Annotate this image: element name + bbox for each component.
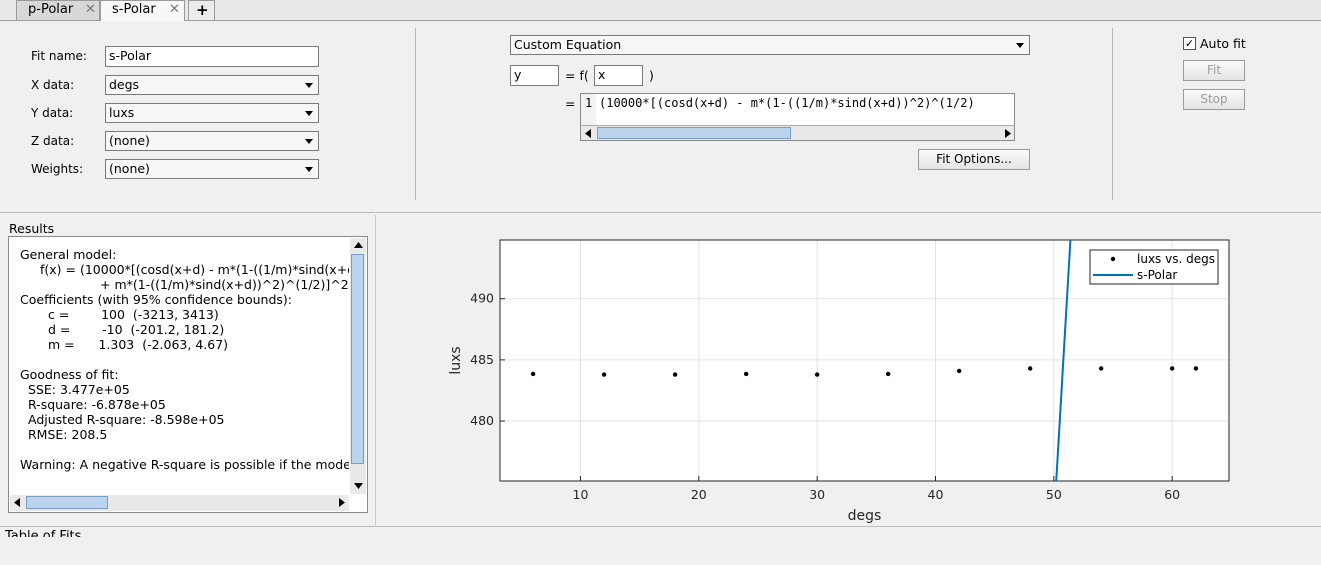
fit-line — [1055, 240, 1072, 481]
x-tick-label: 30 — [809, 487, 825, 502]
legend-label: s-Polar — [1137, 268, 1177, 282]
scroll-right-arrow[interactable] — [1004, 129, 1012, 138]
vertical-scrollbar[interactable] — [350, 238, 366, 494]
curve-fitting-app: p-Polar ✕ s-Polar ✕ + Fit name: s-Polar X … — [0, 0, 1321, 537]
form-label: Y data: — [31, 106, 74, 120]
x-tick-label: 50 — [1046, 487, 1062, 502]
weights-select[interactable]: (none) — [105, 159, 319, 179]
data-point — [672, 372, 678, 377]
coefficient-line: d = -10 (-201.2, 181.2) — [48, 322, 225, 337]
auto-fit-checkbox[interactable]: ✓ — [1183, 37, 1196, 50]
data-point — [814, 372, 820, 377]
plot-panel: 10 20 30 40 50 60 480 485 490 degs luxs luxs vs. de… — [448, 239, 1230, 524]
y-tick-label: 480 — [470, 413, 494, 428]
x-tick-label: 10 — [573, 487, 589, 502]
fit-name-input[interactable]: s-Polar — [105, 46, 319, 67]
data-point — [1169, 366, 1175, 371]
coefficient-line: c = 100 (-3213, 3413) — [48, 307, 219, 322]
close-icon[interactable]: ✕ — [169, 2, 180, 17]
data-point — [601, 372, 607, 377]
axes-box — [499, 239, 1230, 482]
divider — [1112, 28, 1113, 200]
results-line: + m*(1-((1/m)*sind(x+d))^2)^(1/2)]^2 — [100, 277, 349, 292]
x-tick-label: 20 — [691, 487, 707, 502]
checkbox-label: Auto fit — [1200, 36, 1246, 51]
goodness-line: RMSE: 208.5 — [28, 427, 108, 442]
tab-bar — [0, 0, 1321, 21]
results-line: f(x) = (10000*[(cosd(x+d) - m*(1-((1/m)*… — [40, 262, 349, 277]
results-heading: Coefficients (with 95% confidence bounds… — [20, 292, 292, 307]
form-label: Z data: — [31, 134, 75, 148]
function-prefix: = f( — [565, 68, 589, 83]
data-point — [1098, 366, 1104, 371]
fit-options-button[interactable]: Fit Options... — [918, 149, 1030, 170]
scroll-thumb[interactable] — [26, 496, 108, 509]
data-point — [530, 371, 536, 377]
scroll-down-arrow[interactable] — [354, 483, 363, 490]
table-of-fits-panel: Table of Fits — [0, 526, 1321, 537]
fit-settings-panel — [0, 21, 1321, 213]
x-tick-label: 60 — [1164, 487, 1180, 502]
z-data-select[interactable]: (none) — [105, 131, 319, 151]
results-box: General model: f(x) = (10000*[(cosd(x+d)… — [8, 236, 368, 513]
equation-text: (10000*[(cosd(x+d) - m*(1-((1/m)*sind(x+… — [599, 96, 975, 110]
tab-label: s-Polar — [112, 2, 156, 17]
scroll-left-arrow[interactable] — [14, 498, 21, 507]
form-label: X data: — [31, 78, 75, 92]
coefficient-line: m = 1.303 (-2.063, 4.67) — [48, 337, 229, 352]
legend-swatch — [1110, 256, 1116, 262]
scroll-up-arrow[interactable] — [354, 242, 363, 249]
results-heading: General model: — [20, 247, 117, 262]
stop-button[interactable]: Stop — [1183, 89, 1245, 110]
data-point — [1027, 366, 1033, 371]
horizontal-scrollbar[interactable] — [10, 495, 349, 511]
divider — [415, 28, 416, 200]
y-tick-label: 485 — [470, 352, 494, 367]
y-data-select[interactable]: luxs — [105, 103, 319, 123]
tab-label: p-Polar — [28, 2, 74, 17]
line-number: 1 — [581, 94, 596, 125]
x-tick-label: 40 — [928, 487, 944, 502]
scroll-thumb[interactable] — [351, 254, 364, 464]
legend-label: luxs vs. degs — [1137, 252, 1215, 266]
scroll-thumb[interactable] — [597, 127, 791, 139]
scroll-right-arrow[interactable] — [338, 498, 345, 507]
input-variable-input[interactable]: x — [594, 65, 643, 86]
goodness-line: R-square: -6.878e+05 — [28, 397, 166, 412]
function-suffix: ) — [649, 68, 654, 83]
form-label: Weights: — [31, 162, 84, 176]
results-panel — [0, 215, 376, 525]
equation-editor[interactable]: 1 (10000*[(cosd(x+d) - m*(1-((1/m)*sind(… — [580, 93, 1015, 141]
goodness-line: SSE: 3.477e+05 — [28, 382, 130, 397]
data-point — [885, 371, 891, 377]
panel-title: Table of Fits — [5, 529, 82, 537]
legend-box — [1089, 249, 1219, 285]
y-axis-label: luxs — [448, 346, 464, 374]
close-icon[interactable]: ✕ — [85, 2, 96, 17]
scroll-left-arrow[interactable] — [584, 129, 592, 138]
equals-sign: = — [565, 96, 576, 111]
warning-line: Warning: A negative R-square is possible… — [20, 457, 349, 472]
data-point — [956, 368, 962, 374]
output-variable-input[interactable]: y — [510, 65, 559, 86]
form-label: Fit name: — [31, 49, 87, 63]
results-text: General model: f(x) = (10000*[(cosd(x+d)… — [9, 237, 349, 495]
plot-area — [530, 240, 1199, 481]
scrollbar[interactable] — [581, 125, 1014, 140]
y-tick-label: 490 — [470, 291, 494, 306]
fit-button[interactable]: Fit — [1183, 60, 1245, 81]
panel-title: Results — [9, 221, 55, 236]
new-tab-button[interactable]: + — [188, 0, 215, 20]
data-point — [743, 371, 749, 377]
data-point — [1193, 366, 1199, 371]
goodness-line: Adjusted R-square: -8.598e+05 — [28, 412, 225, 427]
fit-type-select[interactable]: Custom Equation — [510, 35, 1030, 55]
x-data-select[interactable]: degs — [105, 75, 319, 95]
results-heading: Goodness of fit: — [20, 367, 119, 382]
x-axis-label: degs — [848, 508, 882, 524]
tab[interactable]: p-Polar ✕ — [16, 0, 100, 20]
tab[interactable]: s-Polar ✕ — [100, 0, 185, 21]
